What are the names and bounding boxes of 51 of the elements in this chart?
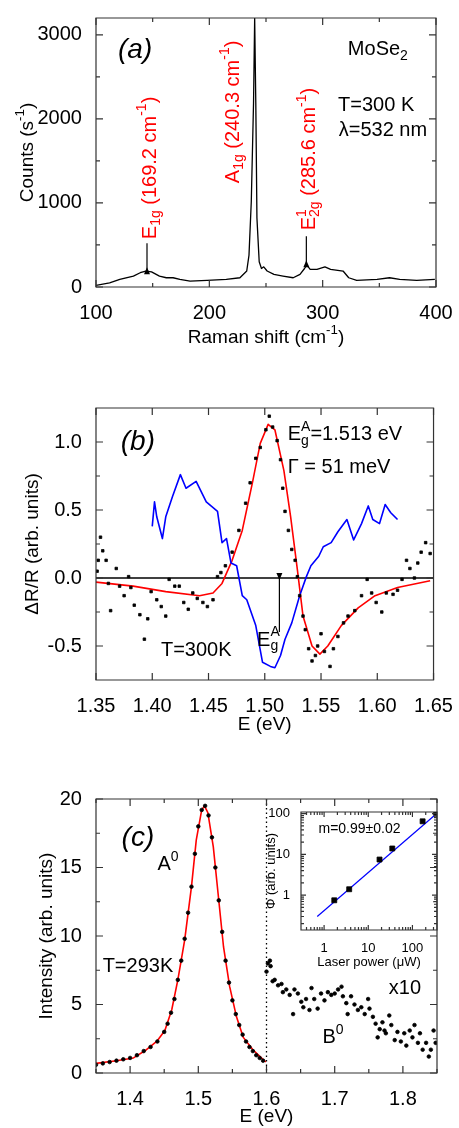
annotation: (c) — [121, 820, 155, 852]
y-tick-label: 3000 — [37, 22, 82, 45]
annotation: (a) — [117, 32, 153, 64]
y-tick-label: 0 — [70, 1060, 82, 1083]
y-axis-title: Φ (arb. units) — [262, 832, 278, 910]
annotation: T=300 K — [338, 92, 415, 115]
annotation: Γ = 51 meV — [287, 455, 392, 478]
annotation: (b) — [120, 424, 155, 456]
y-tick-label: 0.5 — [54, 497, 82, 520]
x-tick-label: 1.65 — [414, 693, 454, 716]
x-tick-label: 1.55 — [301, 693, 341, 716]
y-tick-label: 20 — [59, 786, 82, 809]
x-tick-label: 300 — [305, 300, 340, 323]
y-tick-label: 5 — [70, 992, 82, 1015]
y-tick-label: 15 — [59, 855, 82, 878]
annotation: T=300K — [160, 637, 233, 660]
y-tick-label: 1.0 — [54, 429, 82, 452]
x-axis-title: Laser power (μW) — [317, 953, 421, 969]
x-tick-label: 1.7 — [320, 1086, 349, 1109]
y-tick-label: 1 — [282, 886, 290, 902]
annotation: λ=532 nm — [338, 118, 428, 141]
x-tick-label: 1.45 — [189, 693, 228, 716]
x-tick-label: 1.40 — [132, 693, 172, 716]
annotation: x10 — [388, 975, 422, 998]
x-tick-label: 10 — [361, 940, 376, 956]
x-tick-label: 100 — [401, 940, 424, 956]
y-tick-label: 2000 — [37, 106, 82, 129]
annotation: m=0.99±0.02 — [318, 819, 401, 836]
y-axis-title: Intensity (arb. units) — [35, 852, 57, 1020]
x-tick-label: 400 — [419, 300, 453, 323]
y-tick-label: 1000 — [37, 190, 82, 213]
annotation: T=293K — [102, 954, 174, 977]
y-tick-label: 0 — [70, 274, 82, 297]
x-tick-label: 1.35 — [76, 693, 116, 716]
x-tick-label: 1.8 — [388, 1086, 417, 1109]
x-tick-label: 1 — [320, 940, 328, 956]
annotation: A1g (240.3 cm-1) — [216, 40, 246, 184]
x-axis-title: E (eV) — [237, 713, 292, 735]
x-tick-label: 1.4 — [116, 1086, 145, 1109]
x-tick-label: 1.5 — [184, 1086, 213, 1109]
y-tick-label: -0.5 — [47, 633, 82, 656]
y-axis-title: ΔR/R (arb. units) — [21, 473, 43, 615]
y-tick-label: 100 — [268, 805, 290, 821]
y-tick-label: 10 — [275, 846, 290, 862]
annotation: E1g (169.2 cm-1) — [133, 96, 163, 240]
x-tick-label: 200 — [192, 300, 227, 323]
x-tick-label: 1.50 — [245, 693, 285, 716]
x-tick-label: 1.60 — [357, 693, 397, 716]
annotation: E12g (285.6 cm-1) — [292, 87, 323, 231]
y-axis-title: Counts (s-1) — [12, 102, 38, 203]
y-tick-label: 0.0 — [54, 565, 82, 588]
